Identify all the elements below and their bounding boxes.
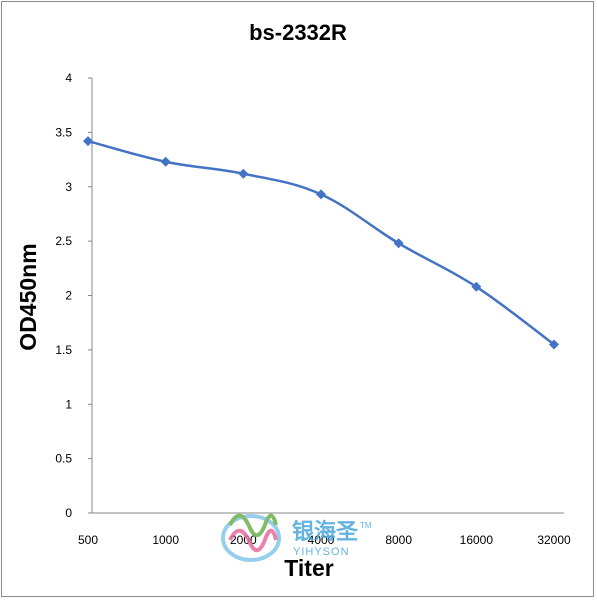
x-tick-label: 500	[78, 533, 98, 547]
data-point-marker	[238, 168, 249, 179]
y-tick-label: 1.5	[55, 343, 72, 357]
y-tick-label: 2.5	[55, 234, 72, 248]
x-tick-label: 1000	[152, 533, 179, 547]
y-tick-label: 2	[65, 289, 72, 303]
watermark-cn-text: 银海圣	[292, 519, 359, 545]
logo-wave-icon-2	[228, 528, 278, 553]
y-axis-title: OD450nm	[15, 243, 41, 350]
y-tick-label: 3	[65, 180, 72, 194]
y-tick-label: 0	[65, 506, 72, 520]
series-markers	[83, 136, 559, 350]
y-tick-labels: 0 0.5 1 1.5 2 2.5 3 3.5 4	[55, 71, 92, 520]
x-tick-label: 32000	[537, 533, 571, 547]
data-point-marker	[471, 281, 482, 292]
logo-wave-icon	[228, 513, 278, 538]
watermark-en-text: YIHYSON	[293, 546, 350, 558]
x-tick-label: 4000	[308, 533, 335, 547]
x-tick-label: 16000	[460, 533, 494, 547]
y-tick-label: 3.5	[55, 125, 72, 139]
data-point-marker	[83, 136, 93, 147]
x-tick-labels: 500 1000 2000 4000 8000 16000 32000	[78, 533, 571, 547]
data-point-marker	[316, 189, 326, 200]
y-tick-label: 0.5	[55, 452, 72, 466]
y-tick-label: 4	[65, 71, 72, 85]
x-axis-title: Titer	[284, 555, 333, 581]
data-point-marker	[393, 238, 404, 249]
data-point-marker	[160, 156, 171, 167]
data-point-marker	[549, 339, 559, 350]
watermark-tm-text: TM	[360, 521, 372, 530]
chart-title: bs-2332R	[249, 20, 347, 45]
x-tick-label: 8000	[385, 533, 412, 547]
y-tick-label: 1	[65, 397, 72, 411]
logo-ring-icon	[221, 514, 281, 562]
series-line	[87, 139, 555, 346]
yihyson-logo-watermark: 银海圣 TM YIHYSON	[221, 513, 372, 562]
